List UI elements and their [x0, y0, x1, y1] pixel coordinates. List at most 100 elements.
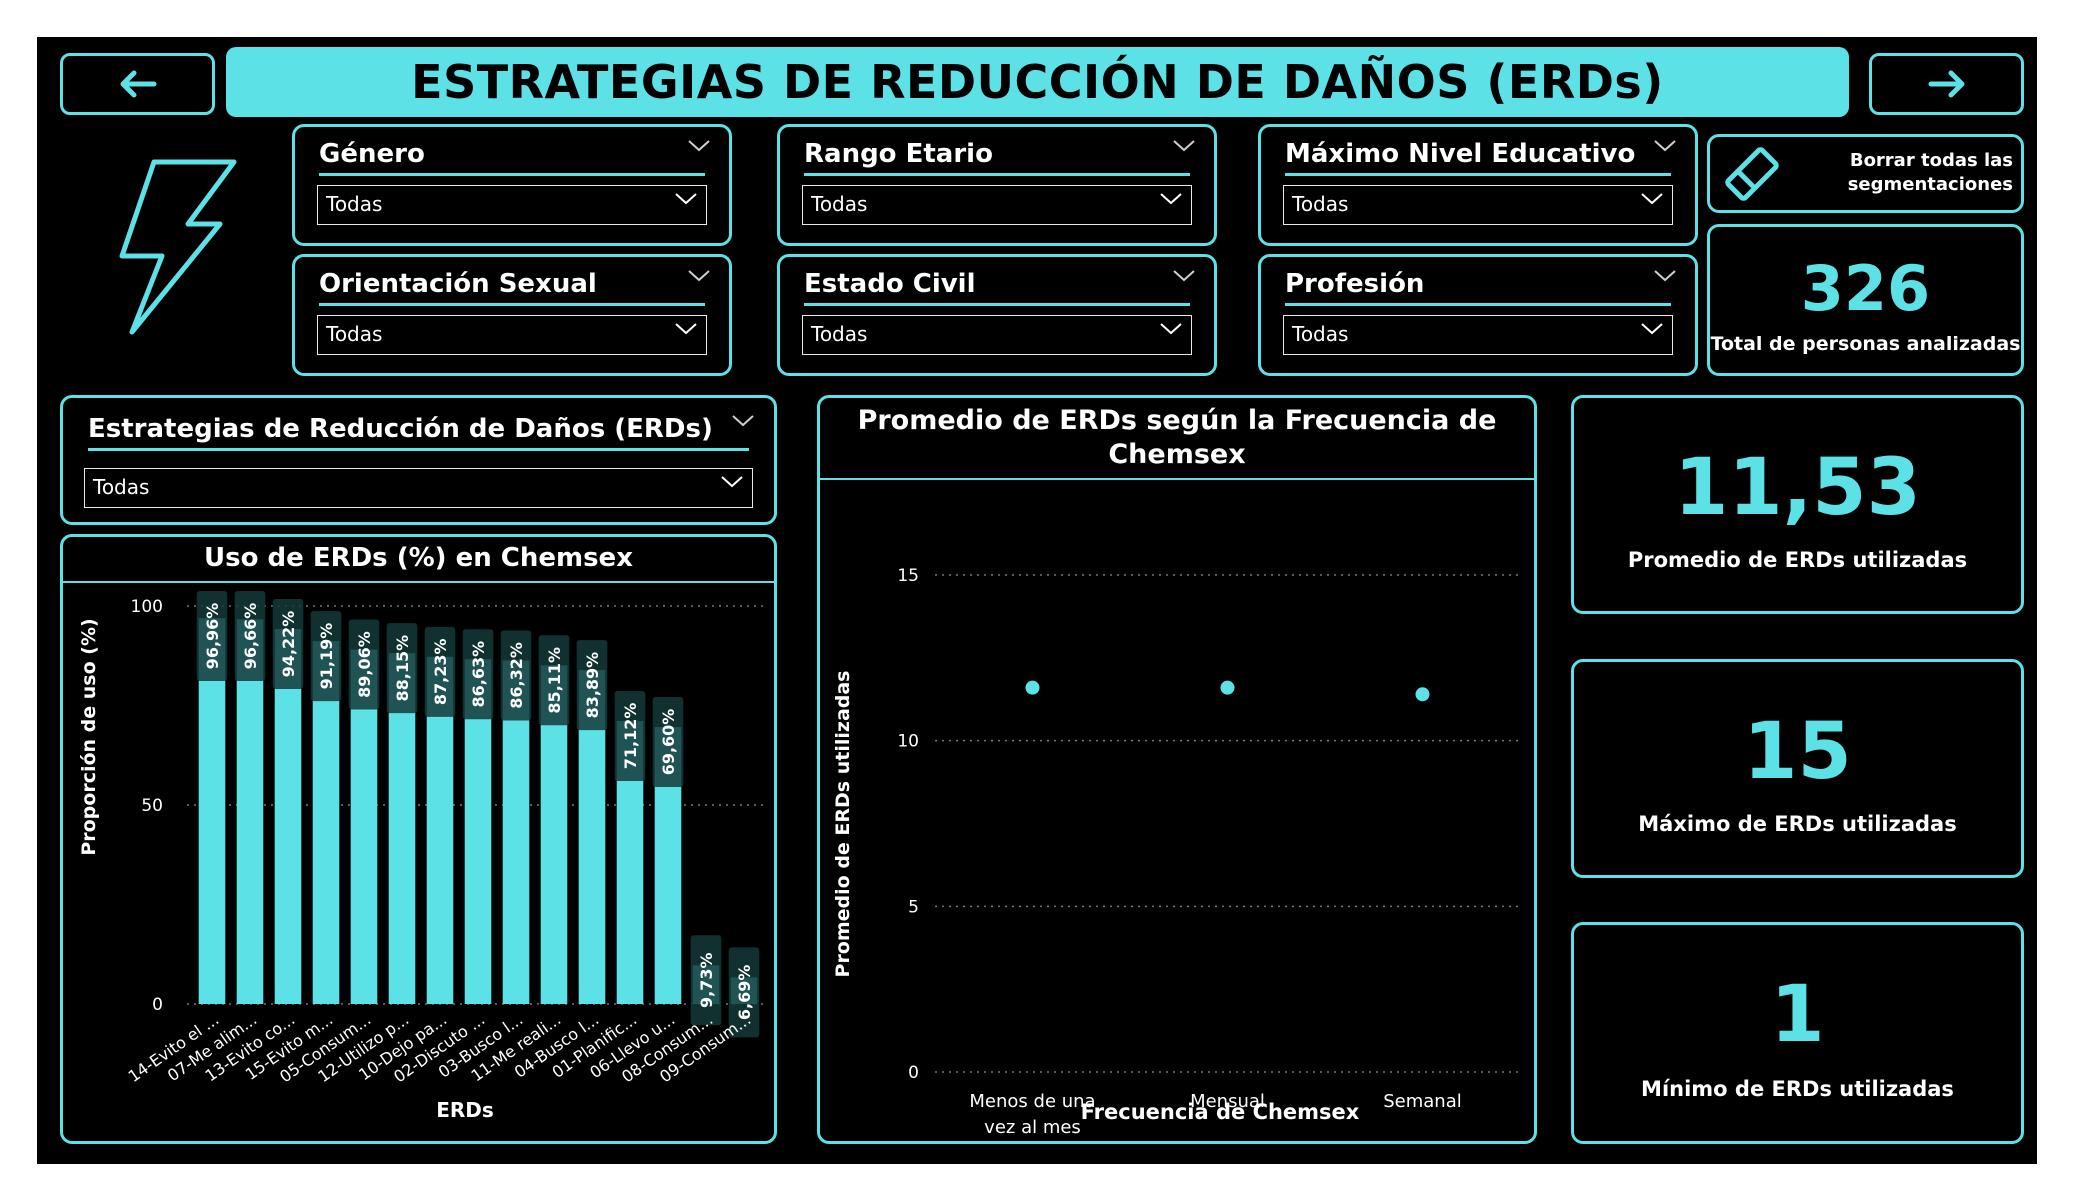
bar-chart-panel: Uso de ERDs (%) en Chemsex Proporción de… [60, 534, 777, 1144]
kpi-average-label: Promedio de ERDs utilizadas [1627, 548, 1968, 572]
divider [63, 581, 774, 583]
chevron-down-icon[interactable] [731, 414, 755, 428]
data-label: 96,66% [241, 603, 260, 670]
y-tick-label: 10 [897, 732, 919, 752]
filter-dropdown[interactable]: Todas [802, 185, 1192, 225]
kpi-average-card: 11,53 Promedio de ERDs utilizadas [1571, 395, 2024, 614]
bar-chart-title: Uso de ERDs (%) en Chemsex [204, 543, 633, 573]
chevron-down-icon [675, 193, 697, 205]
bar [236, 619, 264, 1004]
kpi-average-value: 11,53 [1674, 443, 1921, 533]
data-label-bg [538, 635, 570, 726]
chevron-down-icon[interactable] [1172, 139, 1196, 153]
kpi-total-value: 326 [1800, 252, 1931, 325]
filter-title: Profesión [1285, 269, 1425, 299]
filter-title: Estado Civil [804, 269, 976, 299]
kpi-total-card: 326 Total de personas analizadas [1707, 224, 2024, 376]
y-tick-label: 0 [908, 1063, 919, 1083]
filter-profesion: Profesión Todas [1258, 254, 1698, 376]
data-label-bg [652, 696, 684, 787]
bar [274, 629, 302, 1004]
filter-value: Todas [1292, 192, 1349, 216]
filter-title: Máximo Nivel Educativo [1285, 139, 1636, 169]
y-tick-label: 100 [131, 597, 163, 617]
filter-orientacion-sexual: Orientación Sexual Todas [292, 254, 732, 376]
y-tick-label: 5 [908, 897, 919, 917]
data-label-bg [728, 947, 760, 1038]
data-label: 9,73% [697, 953, 716, 1009]
filter-rango-etario: Rango Etario Todas [777, 124, 1217, 246]
kpi-total-label: Total de personas analizadas [1710, 333, 2021, 355]
kpi-min-label: Mínimo de ERDs utilizadas [1641, 1077, 1954, 1101]
y-tick-label: 0 [152, 995, 163, 1015]
filter-value: Todas [811, 192, 868, 216]
chevron-down-icon[interactable] [687, 269, 711, 283]
filter-dropdown[interactable]: Todas [317, 315, 707, 355]
data-point [1220, 680, 1235, 695]
data-label-bg [234, 591, 266, 681]
chevron-down-icon [1160, 193, 1182, 205]
data-label: 87,23% [431, 639, 450, 706]
data-label-bg [462, 629, 494, 720]
filter-title: Estrategias de Reducción de Daños (ERDs) [88, 414, 713, 444]
data-label: 88,15% [393, 635, 412, 702]
eraser-icon [1725, 147, 1779, 201]
scatter-title-line: Chemsex [1108, 439, 1246, 470]
y-tick-label: 50 [141, 796, 163, 816]
data-label: 69,60% [659, 709, 678, 776]
x-tick-label: Mensual [1190, 1091, 1265, 1112]
chevron-down-icon[interactable] [1653, 139, 1677, 153]
page-title: ESTRATEGIAS DE REDUCCIÓN DE DAÑOS (ERDs) [411, 55, 1664, 109]
divider [820, 478, 1534, 480]
data-label: 83,89% [583, 652, 602, 719]
kpi-max-card: 15 Máximo de ERDs utilizadas [1571, 659, 2024, 878]
chevron-down-icon[interactable] [1653, 269, 1677, 283]
kpi-max-value: 15 [1743, 707, 1852, 797]
data-label-bg [424, 626, 456, 717]
scatter-chart: Promedio de ERDs utilizadas Frecuencia d… [832, 566, 1520, 1138]
filter-dropdown[interactable]: Todas [1283, 315, 1673, 355]
y-axis-title: Promedio de ERDs utilizadas [832, 671, 854, 978]
kpi-min-value: 1 [1770, 970, 1825, 1060]
data-label: 71,12% [621, 703, 640, 770]
data-label-bg [500, 630, 532, 721]
chevron-down-icon [721, 476, 743, 488]
data-label-bg [348, 619, 380, 710]
clear-filters-button[interactable]: Borrar todas las segmentaciones [1707, 134, 2024, 213]
chevron-down-icon [675, 323, 697, 335]
x-tick-label: vez al mes [984, 1117, 1081, 1138]
clear-filters-label: segmentaciones [1847, 174, 2013, 195]
arrow-left-icon [120, 70, 156, 98]
data-point [1415, 687, 1430, 702]
forward-button[interactable] [1869, 53, 2024, 115]
filter-nivel-educativo: Máximo Nivel Educativo Todas [1258, 124, 1698, 246]
chevron-down-icon[interactable] [1172, 269, 1196, 283]
filter-value: Todas [326, 322, 383, 346]
chevron-down-icon[interactable] [687, 139, 711, 153]
x-axis-title: Frecuencia de Chemsex [1081, 1100, 1360, 1124]
filter-value: Todas [93, 475, 150, 499]
filter-dropdown[interactable]: Todas [1283, 185, 1673, 225]
scatter-chart-panel: Promedio de ERDs según la Frecuencia de … [817, 395, 1537, 1144]
data-label-bg [690, 935, 722, 1026]
filter-title: Rango Etario [804, 139, 993, 169]
scatter-title-line: Promedio de ERDs según la Frecuencia de [857, 405, 1497, 436]
data-label: 89,06% [355, 631, 374, 698]
data-label: 6,69% [735, 965, 754, 1021]
data-label: 85,11% [545, 647, 564, 714]
y-axis-title: Proporción de uso (%) [78, 618, 100, 855]
kpi-min-card: 1 Mínimo de ERDs utilizadas [1571, 922, 2024, 1144]
chevron-down-icon [1160, 323, 1182, 335]
filter-dropdown[interactable]: Todas [84, 468, 753, 508]
y-tick-label: 15 [897, 566, 919, 586]
data-point [1025, 680, 1040, 695]
back-button[interactable] [60, 53, 215, 115]
data-label-bg [196, 591, 228, 681]
filter-dropdown[interactable]: Todas [802, 315, 1192, 355]
arrow-right-icon [1928, 70, 1964, 98]
bar [198, 618, 226, 1004]
data-label-bg [272, 599, 304, 690]
data-label-bg [576, 640, 608, 731]
filter-dropdown[interactable]: Todas [317, 185, 707, 225]
data-label-bg [386, 623, 418, 714]
